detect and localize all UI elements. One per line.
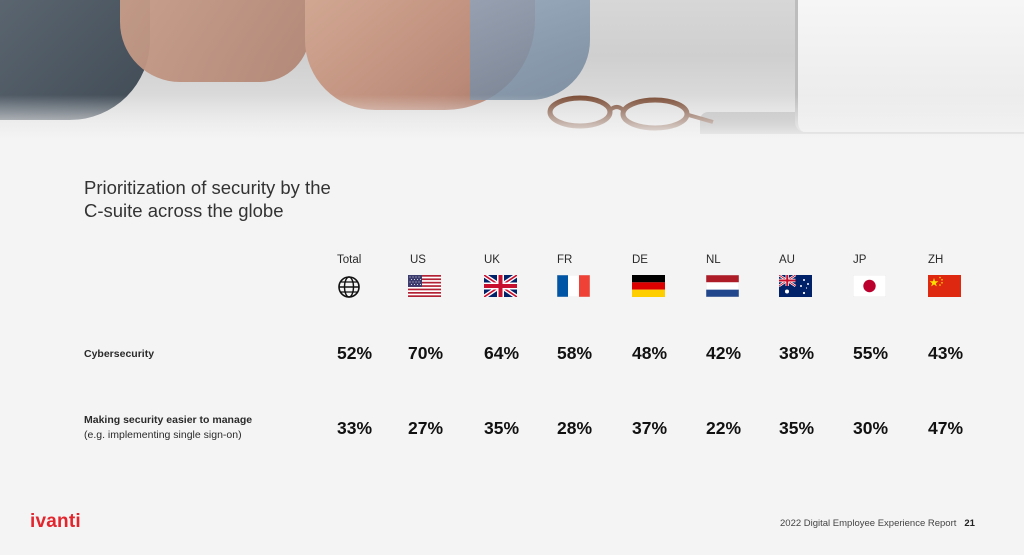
column-header-nl: NL bbox=[706, 254, 721, 266]
value-cell: 22% bbox=[706, 418, 742, 438]
value-cell: 70% bbox=[408, 343, 444, 363]
value-cell: 48% bbox=[632, 343, 668, 363]
column-header-de: DE bbox=[632, 254, 648, 266]
column-header-au: AU bbox=[779, 254, 795, 266]
value-cell: 64% bbox=[484, 343, 520, 363]
value-cell: 38% bbox=[779, 343, 815, 363]
france-flag-icon bbox=[557, 275, 590, 297]
column-header-jp: JP bbox=[853, 254, 867, 266]
netherlands-flag-icon bbox=[706, 275, 739, 297]
hero-photo bbox=[0, 0, 1024, 140]
hand-shape bbox=[120, 0, 310, 82]
column-header-total: Total bbox=[337, 254, 362, 266]
value-cell: 43% bbox=[928, 343, 964, 363]
row-label-text: Cybersecurity bbox=[84, 348, 155, 360]
germany-flag-icon bbox=[632, 275, 665, 297]
value-cell: 30% bbox=[853, 418, 889, 438]
value-cell: 33% bbox=[337, 418, 373, 438]
row-label-cybersecurity: Cybersecurity bbox=[84, 348, 154, 360]
globe-icon bbox=[338, 276, 360, 298]
column-header-fr: FR bbox=[557, 254, 573, 266]
cuff-shape bbox=[470, 0, 590, 100]
value-cell: 35% bbox=[779, 418, 815, 438]
value-cell: 27% bbox=[408, 418, 444, 438]
report-title: 2022 Digital Employee Experience Report bbox=[780, 518, 957, 529]
value-cell: 35% bbox=[484, 418, 520, 438]
column-header-zh: ZH bbox=[928, 254, 944, 266]
us-flag-icon bbox=[408, 275, 441, 297]
value-cell: 37% bbox=[632, 418, 668, 438]
australia-flag-icon bbox=[779, 275, 812, 297]
page-number: 21 bbox=[964, 518, 975, 529]
value-cell: 42% bbox=[706, 343, 742, 363]
china-flag-icon bbox=[928, 275, 961, 297]
row-label-text: Making security easier to manage bbox=[84, 414, 253, 426]
column-header-uk: UK bbox=[484, 254, 500, 266]
value-cell: 28% bbox=[557, 418, 593, 438]
footer: 2022 Digital Employee Experience Report 2… bbox=[780, 518, 975, 529]
ivanti-logo: ivanti bbox=[30, 511, 81, 532]
value-cell: 58% bbox=[557, 343, 593, 363]
page-title: Prioritization of security by the C-suit… bbox=[84, 177, 331, 221]
column-header-us: US bbox=[410, 254, 426, 266]
value-cell: 52% bbox=[337, 343, 373, 363]
uk-flag-icon bbox=[484, 275, 517, 297]
japan-flag-icon bbox=[853, 275, 886, 297]
value-cell: 55% bbox=[853, 343, 889, 363]
hero-fade bbox=[0, 95, 1024, 140]
row-sublabel-text: (e.g. implementing single sign-on) bbox=[84, 429, 242, 441]
value-cell: 47% bbox=[928, 418, 964, 438]
row-label-easier-security: Making security easier to manage (e.g. i… bbox=[84, 413, 252, 443]
